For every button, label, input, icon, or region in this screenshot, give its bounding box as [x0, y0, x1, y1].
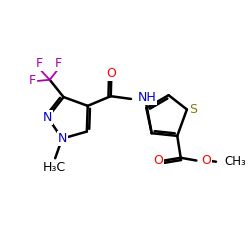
- Text: O: O: [106, 67, 116, 80]
- Text: F: F: [36, 57, 43, 70]
- Text: CH₃: CH₃: [225, 155, 246, 168]
- Text: N: N: [43, 111, 52, 124]
- Text: H₃C: H₃C: [42, 162, 66, 174]
- Text: F: F: [29, 74, 36, 88]
- Text: N: N: [58, 132, 67, 145]
- Text: F: F: [55, 57, 62, 70]
- Text: S: S: [189, 103, 197, 116]
- Text: NH: NH: [138, 91, 157, 104]
- Text: O: O: [202, 154, 211, 167]
- Text: O: O: [154, 154, 163, 167]
